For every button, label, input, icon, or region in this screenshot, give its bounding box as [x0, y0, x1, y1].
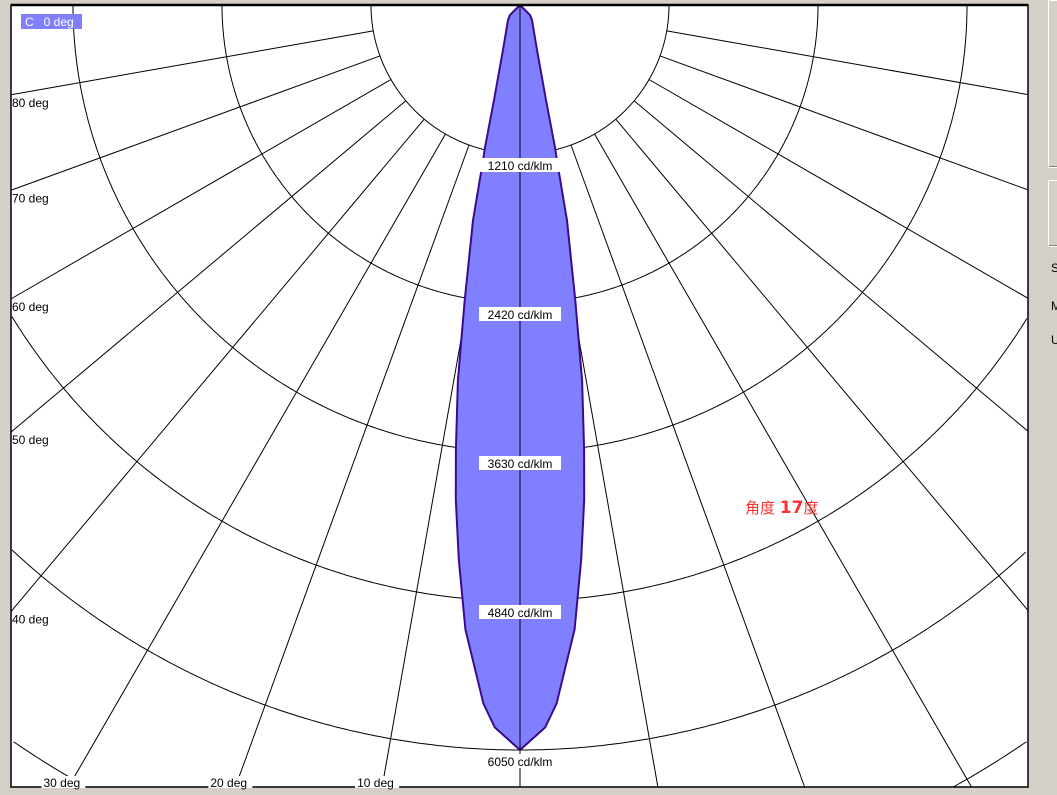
ring-label-1210: 1210 cd/klm — [479, 158, 561, 173]
angle-label-text: 20 deg — [210, 776, 247, 790]
plane-label-text: C 0 deg — [25, 15, 74, 29]
angle-label-80: 80 deg — [12, 95, 53, 110]
annotation-prefix: 角度 — [745, 499, 780, 517]
radial-line-right-40 — [615, 118, 1029, 611]
angle-label-20: 20 deg — [208, 776, 253, 790]
annotation-value: 17 — [780, 498, 804, 518]
radial-line-right-60 — [648, 79, 1029, 299]
radial-line-left-40 — [10, 118, 425, 612]
ring-label-text: 2420 cd/klm — [488, 308, 553, 322]
ring-label-bg — [479, 307, 561, 321]
side-panel-button-2[interactable] — [1048, 180, 1057, 247]
radial-line-right-70 — [659, 55, 1029, 191]
angle-label-text: 50 deg — [12, 433, 49, 447]
ring-label-bg — [479, 754, 561, 768]
ring-label-text: 4840 cd/klm — [488, 606, 553, 620]
radial-line-right-80 — [666, 30, 1029, 96]
radial-line-left-80 — [10, 30, 374, 96]
radial-line-right-50 — [633, 100, 1029, 432]
side-panel-label-u: U — [1051, 333, 1057, 347]
ring-label-text: 6050 cd/klm — [488, 755, 553, 769]
radial-line-left-60 — [10, 79, 392, 300]
annotation-suffix: 度 — [803, 499, 818, 517]
ring-label-text: 1210 cd/klm — [488, 159, 553, 173]
angle-label-text: 30 deg — [44, 776, 81, 790]
ring-label-bg — [479, 158, 561, 172]
radial-line-left-50 — [10, 100, 407, 433]
ring-label-3630: 3630 cd/klm — [479, 456, 561, 471]
angle-label-text: 80 deg — [12, 96, 49, 110]
angle-label-30: 30 deg — [41, 776, 86, 790]
side-panel-button-1[interactable] — [1048, 0, 1057, 168]
angle-label-text: 10 deg — [357, 776, 394, 790]
angle-label-text: 40 deg — [12, 613, 49, 627]
radial-line-left-70 — [10, 55, 381, 191]
radial-line-left-20 — [234, 144, 470, 788]
angle-label-text: 60 deg — [12, 300, 49, 314]
angle-label-text: 70 deg — [12, 191, 49, 205]
side-panel-label-s: S — [1051, 261, 1057, 275]
ring-label-2420: 2420 cd/klm — [479, 307, 561, 322]
angle-label-70: 70 deg — [12, 191, 53, 206]
plane-label: C 0 deg — [21, 14, 82, 29]
ring-label-4840: 4840 cd/klm — [479, 605, 561, 620]
chart-labels: 1210 cd/klm 2420 cd/klm 3630 cd/klm 4840 cd… — [12, 95, 561, 790]
radial-line-right-20 — [570, 144, 806, 788]
beam-angle-annotation: 角度 17度 — [745, 498, 818, 518]
angle-label-10: 10 deg — [355, 776, 400, 790]
side-panel-label-m: M — [1051, 299, 1057, 313]
ring-label-6050: 6050 cd/klm — [479, 754, 561, 769]
angle-label-50: 50 deg — [12, 433, 53, 448]
radial-line-right-30 — [594, 133, 972, 788]
angle-label-40: 40 deg — [12, 612, 53, 627]
ring-label-bg — [479, 456, 561, 470]
ring-label-text: 3630 cd/klm — [488, 457, 553, 471]
radial-line-left-30 — [68, 133, 446, 788]
ring-6050 — [11, 549, 1027, 751]
angle-label-60: 60 deg — [12, 299, 53, 314]
ring-label-bg — [479, 605, 561, 619]
